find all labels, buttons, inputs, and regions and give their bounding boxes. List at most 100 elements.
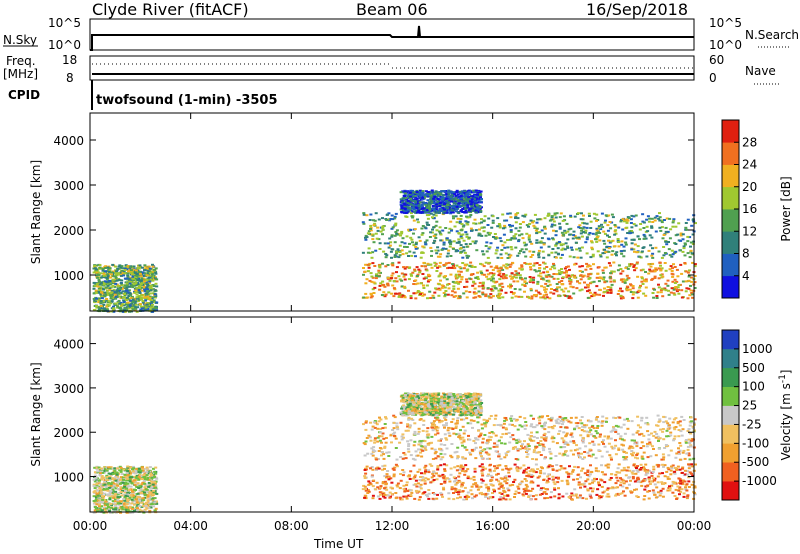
range-cell <box>529 289 533 292</box>
range-cell <box>93 487 97 490</box>
range-cell <box>561 276 565 279</box>
range-cell <box>583 281 586 284</box>
range-cell <box>609 288 613 291</box>
range-cell <box>652 477 655 480</box>
range-cell <box>587 289 591 292</box>
range-cell <box>391 467 395 470</box>
range-cell <box>415 189 419 192</box>
range-cell <box>387 212 391 215</box>
range-cell <box>145 484 149 487</box>
range-cell <box>469 214 473 216</box>
range-cell <box>660 481 664 484</box>
range-cell <box>131 468 134 471</box>
range-cell <box>123 284 127 287</box>
range-cell <box>403 192 407 195</box>
range-cell <box>516 254 520 257</box>
range-cell <box>664 282 668 285</box>
range-cell <box>557 295 561 298</box>
range-cell <box>592 212 596 215</box>
range-cell <box>580 265 584 268</box>
range-cell <box>648 268 652 271</box>
range-cell <box>422 293 426 296</box>
range-cell <box>678 488 682 490</box>
range-cell <box>660 226 664 229</box>
range-cell <box>561 243 565 246</box>
range-cell <box>459 267 463 270</box>
range-cell <box>378 284 382 287</box>
range-cell <box>126 301 130 304</box>
range-cell <box>563 267 567 270</box>
range-cell <box>108 477 112 480</box>
range-cell <box>122 301 126 303</box>
range-cell <box>399 198 403 201</box>
range-cell <box>619 297 623 300</box>
range-cell <box>517 240 521 243</box>
range-cell <box>413 193 417 196</box>
range-cell <box>499 240 503 243</box>
range-cell <box>108 269 112 272</box>
range-cell <box>484 295 488 298</box>
range-cell <box>557 281 561 284</box>
range-cell <box>561 247 565 250</box>
range-cell <box>363 485 367 488</box>
range-cell <box>565 276 569 279</box>
range-cell <box>474 292 478 295</box>
range-cell <box>141 469 145 472</box>
range-cell <box>402 275 406 278</box>
range-cell <box>528 250 532 253</box>
range-cell <box>97 482 101 485</box>
range-cell <box>433 239 437 242</box>
range-cell <box>384 265 388 268</box>
range-cell <box>690 276 693 279</box>
range-cell <box>550 465 554 468</box>
range-cell <box>421 251 425 254</box>
range-cell <box>152 467 155 470</box>
range-cell <box>620 252 624 255</box>
range-cell <box>653 275 657 278</box>
range-cell <box>118 273 122 276</box>
range-cell <box>541 277 545 280</box>
colorbar-swatch <box>722 253 739 277</box>
range-cell <box>111 294 115 297</box>
range-cell <box>611 216 615 219</box>
range-cell <box>625 221 629 224</box>
range-cell <box>465 233 469 236</box>
range-cell <box>610 270 614 273</box>
range-cell <box>412 464 416 467</box>
range-cell <box>474 194 478 197</box>
range-cell <box>403 210 407 213</box>
range-cell <box>686 235 690 238</box>
range-cell <box>150 477 154 480</box>
range-cell <box>450 200 454 203</box>
range-cell <box>558 273 562 276</box>
range-cell <box>453 193 457 196</box>
range-cell <box>564 231 568 234</box>
range-cell <box>488 261 492 264</box>
range-cell <box>474 222 478 225</box>
range-cell <box>105 477 109 480</box>
range-cell <box>662 254 666 257</box>
range-cell <box>424 464 428 467</box>
range-cell <box>380 294 384 296</box>
range-cell <box>550 251 554 254</box>
range-cell <box>97 283 101 286</box>
range-cell <box>414 211 418 214</box>
range-cell <box>523 478 527 480</box>
range-cell <box>640 280 644 283</box>
range-cell <box>525 224 529 227</box>
range-cell <box>371 251 375 254</box>
range-cell <box>521 221 525 224</box>
range-cell <box>595 213 599 216</box>
range-cell <box>537 274 541 277</box>
range-cell <box>669 228 673 231</box>
range-cell <box>446 267 449 270</box>
range-cell <box>114 505 118 507</box>
range-cell <box>480 273 484 276</box>
range-cell <box>671 221 675 224</box>
range-cell <box>487 473 490 476</box>
range-cell <box>598 289 602 291</box>
range-cell <box>443 295 447 298</box>
range-cell <box>463 190 467 193</box>
range-cell <box>693 263 697 266</box>
range-cell <box>458 222 462 225</box>
